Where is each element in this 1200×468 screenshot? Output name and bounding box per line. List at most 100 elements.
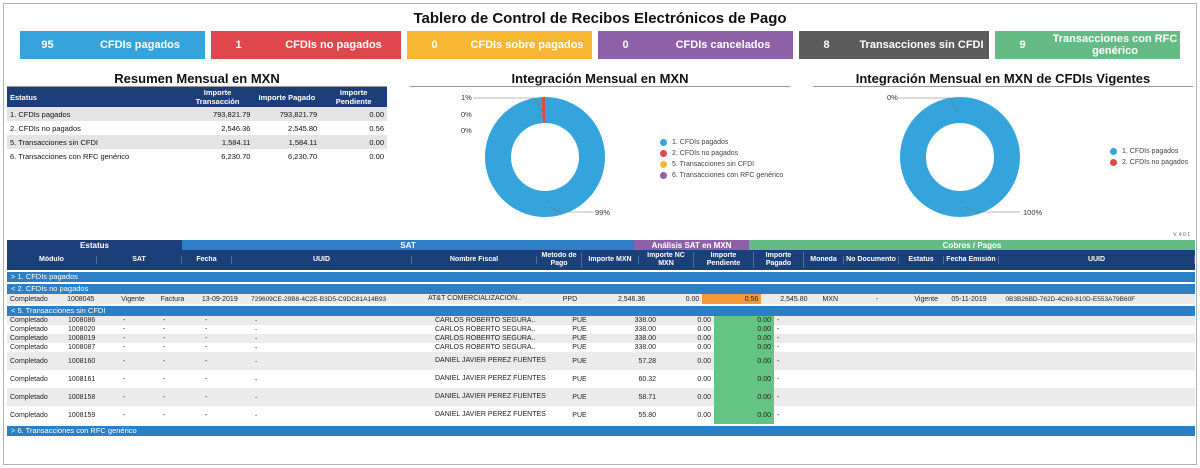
kpi-card[interactable]: 0 CFDIs cancelados (598, 31, 793, 59)
grid-col-header[interactable]: SAT (97, 256, 182, 264)
kpi-card[interactable]: 95 CFDIs pagados (20, 31, 205, 59)
grid-band-row: Estatus SAT Análisis SAT en MXN Cobros /… (7, 240, 1195, 250)
grid-col-header[interactable]: Módulo (7, 256, 97, 264)
grid-col-header[interactable]: UUID (232, 256, 412, 264)
kpi-card[interactable]: 9 Transacciones con RFC genérico (995, 31, 1180, 59)
page-title: Tablero de Control de Recibos Electrónic… (413, 10, 787, 27)
legend-swatch (1110, 159, 1117, 166)
col-header: Estatus (7, 87, 182, 107)
grid-col-header[interactable]: Importe NC MXN (639, 252, 694, 268)
grid-col-header[interactable]: Importe Pagado (754, 252, 804, 268)
grid-col-header[interactable]: Estatus (899, 256, 944, 264)
table-row[interactable]: Completado 1008020 - - - - CARLOS ROBERTO SEGU… (7, 325, 1195, 334)
grid-col-header[interactable]: Importe MXN (582, 256, 639, 264)
table-cell: CARLOS ROBERTO SEGURA.. (435, 334, 536, 342)
group-row-sincfdi[interactable]: < 5. Transacciones sin CFDI (7, 306, 1195, 316)
legend-item[interactable]: 6. Transacciones con RFC genérico (660, 170, 783, 181)
table-cell: - (777, 344, 780, 351)
pie-slice[interactable] (541, 97, 545, 124)
divider (813, 86, 1193, 87)
table-cell: 2,545.80 (780, 295, 808, 303)
table-cell: 1008019 (68, 335, 96, 342)
kpi-card[interactable]: 8 Transacciones sin CFDI (799, 31, 989, 59)
pie-slice[interactable] (900, 97, 1020, 217)
table-row[interactable]: Completado 1008087 - - - - CARLOS ROBERTO SEGU… (7, 343, 1195, 352)
legend-item[interactable]: 2. CFDIs no pagados (1110, 157, 1188, 168)
table-cell: PUE (572, 335, 587, 342)
chart1-title: Integración Mensual en MXN (511, 71, 689, 86)
band-cobros: Cobros / Pagos (749, 240, 1195, 250)
table-cell: - (123, 326, 126, 333)
table-cell: - (163, 344, 166, 351)
kpi-count: 0 (431, 39, 438, 51)
kpi-card[interactable]: 1 CFDIs no pagados (211, 31, 401, 59)
grid-col-header[interactable]: No Documento (844, 256, 899, 264)
legend-label: 2. CFDIs no pagados (1122, 159, 1189, 166)
table-cell: 1008159 (68, 411, 96, 419)
table-cell: AT&T COMERCIALIZACIÓN.. (427, 295, 522, 302)
leader-line (949, 97, 959, 113)
table-cell: - (777, 335, 780, 342)
table-cell: 0.00 (714, 352, 774, 370)
table-cell: Completado (10, 411, 48, 419)
grid-col-header[interactable]: Importe Pendiente (694, 252, 754, 268)
grid-col-header[interactable]: Moneda (804, 256, 844, 264)
chart2-pie (898, 97, 1020, 217)
pie-slice[interactable] (485, 97, 605, 217)
table-cell: Completado (10, 357, 48, 365)
kpi-card[interactable]: 0 CFDIs sobre pagados (407, 31, 592, 59)
legend-item[interactable]: 2. CFDIs no pagados (660, 148, 783, 159)
table-cell: - (123, 317, 126, 324)
legend-item[interactable]: 1. CFDIs pagados (1110, 146, 1188, 157)
transactions-grid: Estatus SAT Análisis SAT en MXN Cobros /… (7, 240, 1195, 436)
table-cell: 55.80 (638, 411, 656, 419)
table-cell: - (123, 411, 126, 419)
table-cell: - (255, 335, 258, 342)
table-row[interactable]: Completado 1008086 - - - - CARLOS ROBERTO SEGU… (7, 316, 1195, 325)
table-row[interactable]: Completado 1008158 - - - - DANIEL JAVIER PEREZ… (7, 388, 1195, 406)
table-cell: - (163, 335, 166, 342)
group-row-rfc-generico[interactable]: > 6. Transacciones con RFC genérico (7, 426, 1195, 436)
table-cell: Vigente (914, 295, 938, 303)
table-cell: - (777, 375, 780, 383)
legend-item[interactable]: 5. Transacciones sin CFDI (660, 159, 783, 170)
grid-col-header[interactable]: Nombre Fiscal (412, 256, 537, 264)
table-cell: 338.00 (634, 335, 656, 342)
table-cell: - (123, 344, 126, 351)
table-cell: CARLOS ROBERTO SEGURA.. (435, 343, 536, 351)
grid-col-header[interactable]: Fecha Emisión (944, 256, 999, 264)
summary-cell: 793,821.79 (181, 107, 254, 121)
table-row[interactable]: Completado 1008159 - - - - DANIEL JAVIER PEREZ… (7, 406, 1195, 424)
table-cell: 338.00 (634, 317, 656, 324)
table-cell: Completado (10, 326, 48, 333)
kpi-count: 1 (235, 39, 242, 51)
group-row-nopagados[interactable]: < 2. CFDIs no pagados (7, 284, 1195, 294)
table-cell: - (163, 317, 166, 324)
table-cell: Completado (10, 317, 48, 324)
table-row[interactable]: Completado 1008161 - - - - DANIEL JAVIER PEREZ… (7, 370, 1195, 388)
table-cell: 0.00 (697, 357, 711, 365)
kpi-bar: 95 CFDIs pagados 1 CFDIs no pagados 0 CFDIs s… (20, 31, 1180, 59)
table-cell: 338.00 (634, 326, 656, 333)
summary-cell: 0.56 (369, 123, 384, 133)
table-cell: - (163, 375, 166, 383)
table-cell: PUE (572, 411, 587, 419)
grid-col-header[interactable]: Fecha (182, 256, 232, 264)
grid-col-header[interactable]: Metodo de Pago (537, 252, 582, 268)
summary-cell: 2. CFDIs no pagados (10, 123, 81, 133)
col-header: Importe Pendiente (320, 87, 387, 107)
legend-item[interactable]: 1. CFDIs pagados (660, 137, 783, 148)
table-row[interactable]: Completado 1008160 - - - - DANIEL JAVIER PEREZ… (7, 352, 1195, 370)
chart1-pie (473, 97, 605, 217)
table-cell: Completado (10, 295, 48, 303)
legend-swatch (660, 150, 667, 157)
grid-col-header[interactable]: UUID (999, 256, 1195, 264)
group-row-pagados[interactable]: > 1. CFDIs pagados (7, 272, 1195, 282)
table-row[interactable]: Completado 1008045 Vigente Factura 13-09-201… (7, 294, 1195, 304)
pie-label: 0% (887, 93, 898, 102)
version-label: V. 4.0.1 (1173, 232, 1190, 238)
table-cell: 1008086 (68, 317, 96, 324)
table-row[interactable]: Completado 1008019 - - - - CARLOS ROBERTO SEGU… (7, 334, 1195, 343)
table-cell: 0.56 (702, 294, 762, 304)
summary-cell: 5. Transacciones sin CFDI (7, 135, 182, 149)
